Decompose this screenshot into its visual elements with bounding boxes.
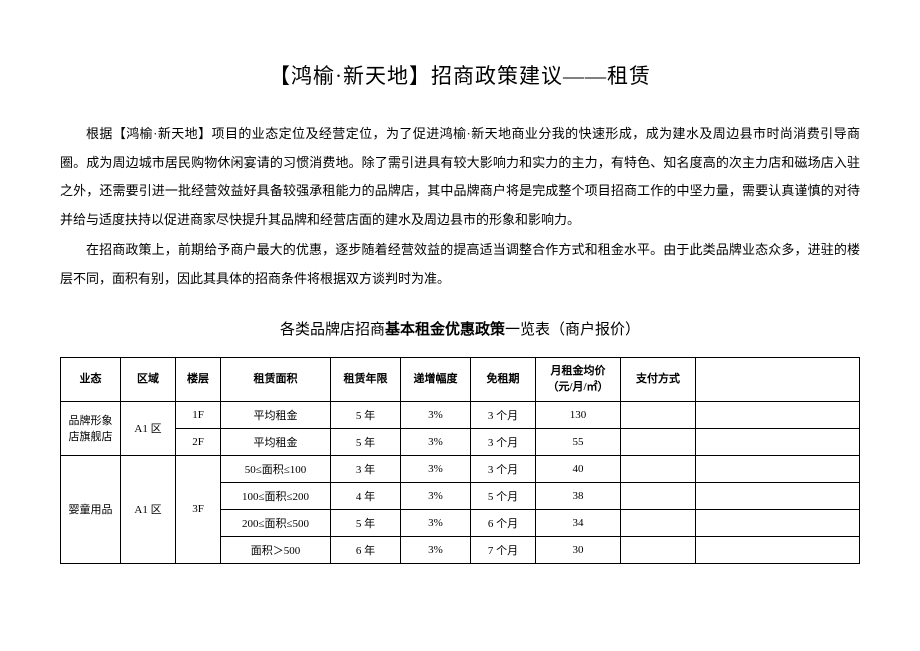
header-payment: 支付方式 [621, 357, 696, 401]
cell-price: 55 [536, 428, 621, 455]
paragraph-2: 在招商政策上，前期给予商户最大的优惠，逐步随着经营效益的提高适当调整合作方式和租… [60, 236, 860, 293]
table-header-row: 业态 区域 楼层 租赁面积 租赁年限 递增幅度 免租期 月租金均价（元/月/㎡）… [61, 357, 860, 401]
cell-payment [621, 401, 696, 428]
cell-empty [696, 428, 860, 455]
header-increase: 递增幅度 [401, 357, 471, 401]
cell-years: 3 年 [331, 455, 401, 482]
cell-price: 30 [536, 536, 621, 563]
header-price: 月租金均价（元/月/㎡） [536, 357, 621, 401]
paragraph-1: 根据【鸿榆·新天地】项目的业态定位及经营定位，为了促进鸿榆·新天地商业分我的快速… [60, 120, 860, 234]
cell-rentarea: 面积＞500 [221, 536, 331, 563]
header-empty [696, 357, 860, 401]
cell-floor: 2F [176, 428, 221, 455]
cell-freeperiod: 3 个月 [471, 401, 536, 428]
cell-biztype: 婴童用品 [61, 455, 121, 563]
cell-floor: 1F [176, 401, 221, 428]
cell-increase: 3% [401, 401, 471, 428]
cell-years: 4 年 [331, 482, 401, 509]
subtitle-suffix: 一览表（商户报价） [505, 322, 640, 338]
table-row: 婴童用品 A1 区 3F 50≤面积≤100 3 年 3% 3 个月 40 [61, 455, 860, 482]
cell-increase: 3% [401, 509, 471, 536]
cell-rentarea: 50≤面积≤100 [221, 455, 331, 482]
header-rentarea: 租赁面积 [221, 357, 331, 401]
cell-rentarea: 100≤面积≤200 [221, 482, 331, 509]
cell-freeperiod: 5 个月 [471, 482, 536, 509]
table-subtitle: 各类品牌店招商基本租金优惠政策一览表（商户报价） [60, 318, 860, 339]
cell-rentarea: 平均租金 [221, 401, 331, 428]
cell-rentarea: 200≤面积≤500 [221, 509, 331, 536]
cell-empty [696, 482, 860, 509]
cell-years: 6 年 [331, 536, 401, 563]
cell-empty [696, 509, 860, 536]
table-row: 2F 平均租金 5 年 3% 3 个月 55 [61, 428, 860, 455]
cell-increase: 3% [401, 455, 471, 482]
header-floor: 楼层 [176, 357, 221, 401]
cell-price: 40 [536, 455, 621, 482]
document-title: 【鸿榆·新天地】招商政策建议——租赁 [60, 60, 860, 90]
cell-price: 34 [536, 509, 621, 536]
cell-payment [621, 536, 696, 563]
header-area: 区域 [121, 357, 176, 401]
cell-years: 5 年 [331, 428, 401, 455]
cell-area: A1 区 [121, 455, 176, 563]
cell-floor: 3F [176, 455, 221, 563]
header-biztype: 业态 [61, 357, 121, 401]
cell-years: 5 年 [331, 401, 401, 428]
cell-price: 38 [536, 482, 621, 509]
cell-area: A1 区 [121, 401, 176, 455]
cell-payment [621, 482, 696, 509]
cell-increase: 3% [401, 428, 471, 455]
cell-biztype: 品牌形象店旗舰店 [61, 401, 121, 455]
table-row: 品牌形象店旗舰店 A1 区 1F 平均租金 5 年 3% 3 个月 130 [61, 401, 860, 428]
cell-payment [621, 455, 696, 482]
cell-payment [621, 509, 696, 536]
cell-freeperiod: 3 个月 [471, 428, 536, 455]
cell-years: 5 年 [331, 509, 401, 536]
header-years: 租赁年限 [331, 357, 401, 401]
subtitle-bold: 基本租金优惠政策 [385, 322, 505, 338]
cell-rentarea: 平均租金 [221, 428, 331, 455]
header-freeperiod: 免租期 [471, 357, 536, 401]
cell-price: 130 [536, 401, 621, 428]
pricing-table: 业态 区域 楼层 租赁面积 租赁年限 递增幅度 免租期 月租金均价（元/月/㎡）… [60, 357, 860, 564]
cell-freeperiod: 7 个月 [471, 536, 536, 563]
cell-increase: 3% [401, 482, 471, 509]
cell-empty [696, 401, 860, 428]
subtitle-prefix: 各类品牌店招商 [280, 322, 385, 338]
cell-freeperiod: 3 个月 [471, 455, 536, 482]
cell-increase: 3% [401, 536, 471, 563]
cell-freeperiod: 6 个月 [471, 509, 536, 536]
cell-empty [696, 536, 860, 563]
cell-empty [696, 455, 860, 482]
cell-payment [621, 428, 696, 455]
